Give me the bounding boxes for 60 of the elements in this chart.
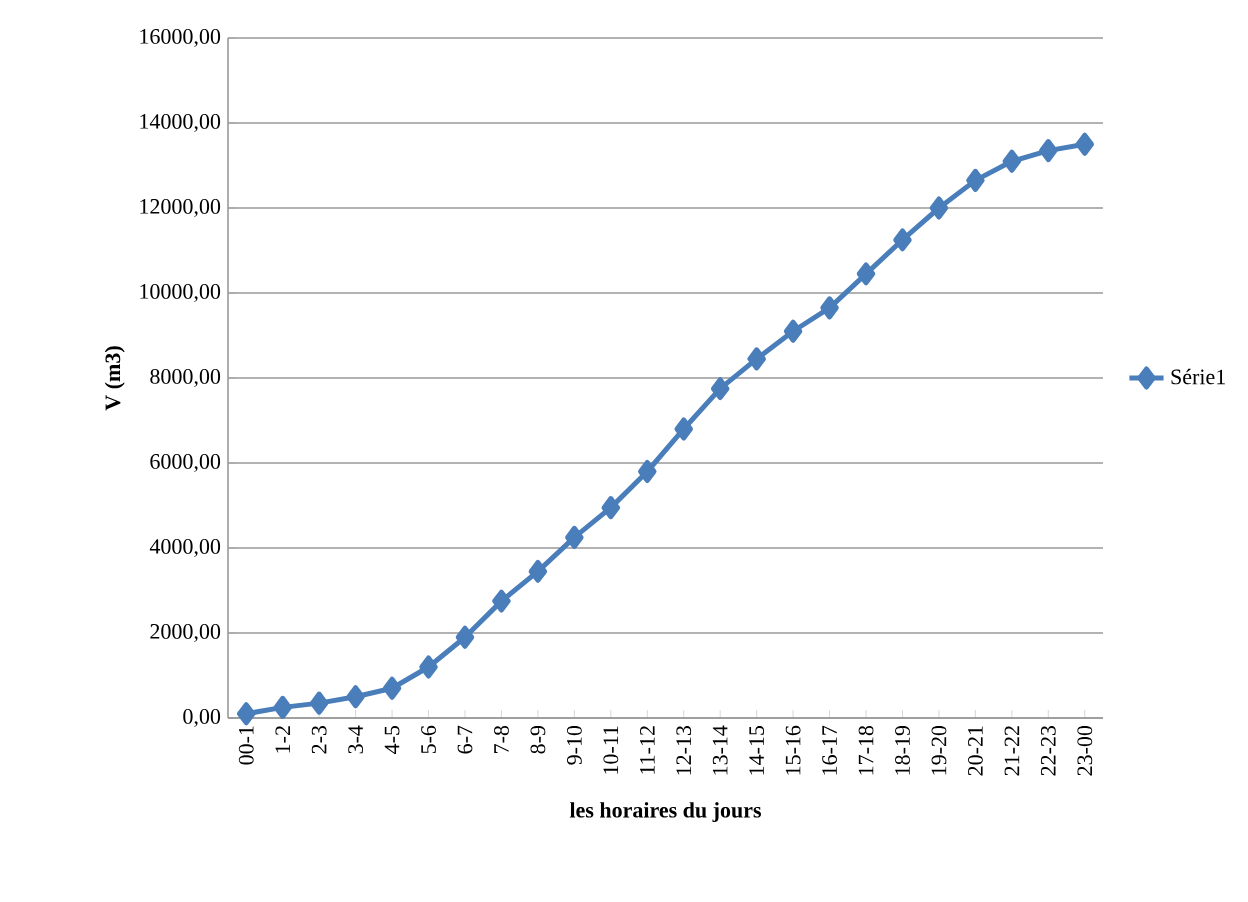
x-axis-title: les horaires du jours [569, 802, 761, 823]
point [273, 695, 292, 719]
y-tick-label: 4000,00 [149, 539, 221, 558]
x-tick-label: 19-20 [931, 725, 947, 775]
point [309, 691, 329, 715]
x-tick-label: 18-19 [895, 725, 910, 775]
point [382, 676, 402, 700]
point [601, 496, 621, 520]
point [929, 196, 949, 220]
y-tick-label: 2000,00 [150, 624, 221, 643]
x-tick-label: 7-8 [494, 725, 509, 753]
x-tick-label: 11-12 [640, 726, 655, 774]
point [1002, 149, 1022, 173]
y-tick-label: 10000,00 [140, 284, 221, 303]
x-tick-label: 2-3 [311, 725, 327, 754]
y-tick-label: 8000,00 [150, 369, 221, 388]
x-tick-label: 16-17 [822, 725, 837, 775]
y-tick-label: 0,00 [183, 709, 221, 728]
point [236, 702, 256, 726]
point [528, 559, 548, 583]
x-tick-label: 5-6 [421, 725, 436, 754]
x-tick-label: 00-1 [238, 726, 254, 765]
point [893, 228, 912, 252]
x-tick-label: 15-16 [785, 725, 801, 775]
y-tick-label: 16000,00 [140, 29, 221, 48]
y-tick-label: 6000,00 [150, 454, 221, 473]
x-tick-label: 22-23 [1040, 725, 1056, 776]
x-tick-label: 4-5 [384, 725, 400, 754]
x-tick-label: 1-2 [275, 726, 290, 753]
point [674, 417, 693, 441]
x-tick-label: 17-18 [858, 725, 874, 775]
point [856, 262, 876, 286]
y-tick-label: 12000,00 [140, 199, 221, 218]
point [346, 685, 365, 709]
point [1039, 139, 1058, 163]
x-tick-label: 23-00 [1077, 725, 1093, 776]
x-tick-label: 20-21 [967, 726, 983, 776]
point [455, 625, 475, 649]
x-tick-label: 8-9 [530, 725, 546, 754]
point [747, 347, 766, 371]
point [492, 589, 511, 613]
point [565, 525, 584, 549]
y-tick-label: 14000,00 [140, 114, 221, 133]
point [638, 460, 657, 483]
y-axis-title: V (m3) [104, 346, 125, 411]
point [710, 377, 730, 401]
legend-label: Série1 [1171, 368, 1225, 385]
x-tick-label: 14-15 [749, 725, 765, 775]
x-tick-label: 6-7 [457, 725, 473, 754]
point [1075, 132, 1095, 156]
x-tick-label: 9-10 [566, 725, 582, 765]
point [966, 168, 985, 192]
x-tick-label: 3-4 [348, 725, 363, 754]
point [820, 296, 839, 320]
x-tick-label: 10-11 [603, 726, 619, 774]
point [419, 655, 438, 679]
x-tick-label: 13-14 [712, 725, 728, 775]
x-tick-label: 21-22 [1004, 726, 1020, 776]
x-tick-label: 12-13 [676, 725, 692, 775]
point [783, 319, 803, 343]
